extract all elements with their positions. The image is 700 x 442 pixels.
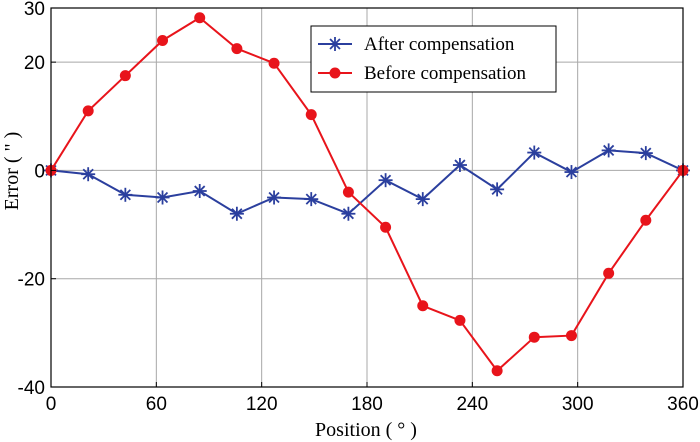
marker-stroke [491,183,503,195]
data-point-after [601,143,616,158]
data-point-before [417,300,429,312]
axis-ticks: 0 60 120 180 240 300 360 -40 -20 0 20 30 [18,0,699,415]
marker-stroke [454,159,466,171]
data-point-before [528,331,540,343]
x-tick-label: 0 [46,394,57,415]
data-point-before [603,267,615,279]
marker-stroke [156,191,169,204]
x-tick-label: 60 [146,394,167,415]
legend-dot [329,67,341,79]
data-point-before [82,105,94,117]
y-axis-title: Error ( " ) [1,132,23,211]
data-point-before [380,221,392,233]
marker-stroke [231,208,243,220]
y-tick-label: 30 [24,0,45,20]
data-point-after [155,190,170,205]
legend-marker-after [328,37,342,51]
marker-stroke [342,208,354,220]
data-point-before [565,330,577,342]
y-tick-label: 0 [34,161,45,182]
data-point-after [341,206,356,221]
marker-stroke [417,193,429,205]
x-axis-title: Position ( ° ) [315,419,417,441]
x-tick-label: 180 [351,394,383,415]
y-tick-label: -20 [18,270,45,291]
marker-stroke [603,144,615,156]
legend-marker-before [329,67,341,79]
marker-stroke [640,147,652,159]
marker-stroke [329,38,341,50]
data-point-before [268,57,280,69]
legend-label-before: Before compensation [364,63,526,84]
data-point-before [640,214,652,226]
x-tick-label: 360 [667,394,699,415]
marker-stroke [565,166,578,178]
data-point-after [81,167,96,182]
data-point-after [490,182,505,197]
data-point-before [342,186,354,198]
data-point-after [378,173,393,188]
data-point-before [305,109,317,121]
marker-stroke [268,191,280,204]
marker-stroke [194,185,206,197]
data-point-before [231,43,243,55]
x-tick-label: 240 [456,394,488,415]
data-point-before [194,12,206,24]
marker-stroke [380,174,392,186]
data-point-after [304,192,319,207]
data-point-after [638,146,653,161]
marker-stroke [528,146,540,159]
marker-stroke [305,193,317,205]
data-point-after [118,187,133,202]
data-point-before [491,365,503,377]
y-tick-label: -40 [18,378,45,399]
data-point-after [564,165,579,180]
marker-stroke [119,189,131,201]
legend-asterisk [328,37,342,51]
legend-label-after: After compensation [364,34,515,55]
data-point-before [119,70,131,82]
data-point-after [452,158,467,173]
data-point-after [415,192,430,207]
x-tick-label: 300 [562,394,594,415]
legend-box [310,25,557,93]
marker-stroke [82,168,94,180]
data-point-before [454,314,466,326]
data-point-after [267,190,282,205]
data-point-before [157,34,169,46]
series-line-before [50,16,684,373]
data-point-after [527,145,542,160]
y-tick-label: 20 [24,53,45,74]
data-point-after [192,184,207,199]
data-point-after [229,206,244,221]
legend: After compensation Before compensation [310,25,557,93]
x-tick-label: 120 [246,394,278,415]
